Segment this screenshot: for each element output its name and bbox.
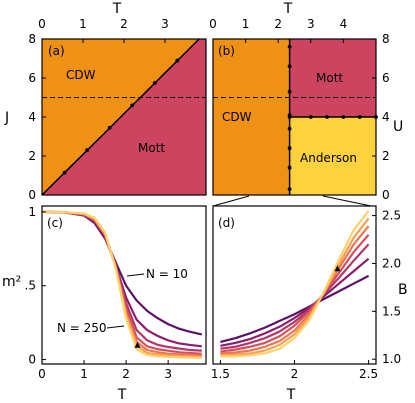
panel-c: (c) N = 10 N = 250 T m² 0 1 2 3 0 .5 1 xyxy=(2,205,207,403)
boundary-marker-b xyxy=(287,126,292,131)
x-tick-label-b: 3 xyxy=(307,17,315,31)
panel-label-c: (c) xyxy=(47,216,63,230)
boundary-marker-b xyxy=(357,115,362,119)
frame-c xyxy=(41,205,207,365)
region-label-mott-a: Mott xyxy=(138,141,165,155)
panel-label-b: (b) xyxy=(218,44,235,58)
boundary-marker-b xyxy=(325,115,329,119)
zoom-connector xyxy=(212,195,372,207)
boundary-marker-b xyxy=(341,115,346,119)
boundary-marker-b xyxy=(287,64,292,69)
x-tick-label-c: 2 xyxy=(122,367,130,381)
y-tick-label-b: 8 xyxy=(382,32,390,46)
x-tick-label-b: 0 xyxy=(209,17,217,31)
y-tick-label-c: 0 xyxy=(28,353,36,367)
x-tick-label-c: 0 xyxy=(38,367,46,381)
region-cdw-b xyxy=(213,39,290,195)
y-tick-label-b: 6 xyxy=(382,71,390,85)
y-tick-label-d: 2.0 xyxy=(382,256,401,270)
boundary-marker-a xyxy=(152,81,157,85)
boundary-marker-a xyxy=(62,170,67,175)
axis-label-t-top-b: T xyxy=(283,1,293,17)
series-line-d xyxy=(220,234,370,353)
x-tick-label-d: 2.5 xyxy=(359,367,378,381)
axis-label-b: B xyxy=(398,282,408,298)
y-tick-label-c: 1 xyxy=(28,205,36,219)
boundary-marker-b xyxy=(287,146,292,151)
x-tick-label-b: 2 xyxy=(274,17,282,31)
boundary-marker-b xyxy=(287,89,292,94)
series-line-c xyxy=(41,210,202,359)
region-anderson xyxy=(289,117,376,195)
y-tick-label-a: 6 xyxy=(28,71,36,85)
x-tick-label-d: 2 xyxy=(291,367,299,381)
y-tick-label-b: 2 xyxy=(382,149,390,163)
axis-label-t-c: T xyxy=(117,387,127,403)
y-tick-label-d: 2.5 xyxy=(382,209,401,223)
panel-d: (d) T B 1.5 2 2.5 1.0 1.5 2.0 2.5 xyxy=(211,205,408,403)
y-tick-label-b: 0 xyxy=(382,188,390,202)
axis-label-t-top-a: T xyxy=(112,1,122,17)
zoom-connector-left xyxy=(212,195,250,207)
region-label-mott-b: Mott xyxy=(316,71,343,85)
region-label-cdw-a: CDW xyxy=(66,68,96,82)
series-line-d xyxy=(220,243,370,350)
y-tick-label-a: 2 xyxy=(28,149,36,163)
x-tick-label-a: 1 xyxy=(79,17,87,31)
y-tick-label-a: 8 xyxy=(28,32,36,46)
region-mott-a xyxy=(42,39,206,195)
axis-label-j: J xyxy=(4,110,9,126)
y-tick-label-b: 4 xyxy=(382,110,390,124)
series-line-d xyxy=(220,217,370,357)
x-tick-label-d: 1.5 xyxy=(211,367,230,381)
panel-label-a: (a) xyxy=(48,44,65,58)
panel-a: CDW Mott (a) T J 0 1 2 3 0 2 4 6 8 xyxy=(4,1,207,202)
region-label-cdw-b: CDW xyxy=(222,110,252,124)
series-line-d xyxy=(220,257,370,347)
triangle-marker-c xyxy=(134,341,141,348)
region-label-anderson: Anderson xyxy=(300,151,357,165)
y-tick-label-a: 4 xyxy=(28,110,36,124)
boundary-marker-a xyxy=(85,148,89,153)
annotation-n10: N = 10 xyxy=(146,267,188,281)
boundary-marker-b xyxy=(287,115,292,119)
panel-label-d: (d) xyxy=(218,216,235,230)
boundary-marker-a xyxy=(175,58,180,63)
annotation-n250-arrow xyxy=(106,325,125,329)
region-mott-b xyxy=(289,39,376,117)
x-tick-label-a: 2 xyxy=(120,17,128,31)
axis-label-m2: m² xyxy=(2,274,21,290)
panel-b: CDW Mott Anderson (b) T U 0 1 2 3 4 0 2 4 6 8 xyxy=(209,1,403,202)
series-line-d xyxy=(220,225,370,355)
series-line-d xyxy=(220,274,370,344)
boundary-marker-b xyxy=(287,165,292,170)
x-tick-label-a: 0 xyxy=(38,17,46,31)
x-tick-label-c: 1 xyxy=(80,367,88,381)
boundary-marker-b xyxy=(308,115,313,119)
zoom-connector-right xyxy=(322,195,372,207)
x-tick-label-b: 4 xyxy=(340,17,348,31)
x-tick-label-a: 3 xyxy=(161,17,169,31)
triangle-marker-d xyxy=(334,265,341,272)
y-tick-label-d: 1.5 xyxy=(382,304,401,318)
boundary-marker-a xyxy=(130,103,135,108)
annotation-n10-arrow xyxy=(126,273,145,277)
annotation-n250: N = 250 xyxy=(57,321,107,335)
axis-label-t-d: T xyxy=(286,387,296,403)
y-tick-label-a: 0 xyxy=(28,188,36,202)
series-line-d xyxy=(220,210,370,358)
x-tick-label-b: 1 xyxy=(242,17,250,31)
boundary-marker-b xyxy=(287,187,292,192)
x-tick-label-c: 3 xyxy=(164,367,172,381)
boundary-marker-b xyxy=(287,44,292,49)
y-tick-label-c: .5 xyxy=(25,279,36,293)
axis-label-u: U xyxy=(393,119,403,135)
boundary-marker-a xyxy=(107,125,112,130)
y-tick-label-d: 1.0 xyxy=(382,352,401,366)
